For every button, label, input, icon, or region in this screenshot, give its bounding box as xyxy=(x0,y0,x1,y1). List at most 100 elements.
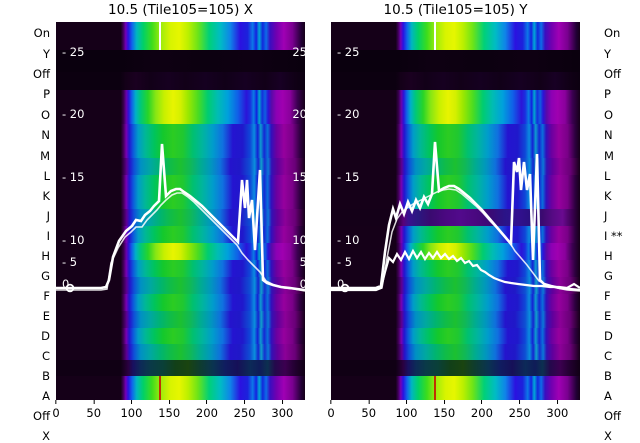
x-tick-mark xyxy=(168,400,170,404)
x-tick-right-2: 100 xyxy=(395,400,417,420)
x-tick-label: 300 xyxy=(546,406,569,420)
x-tick-mark xyxy=(206,400,208,404)
dipole-label-r-7: L xyxy=(604,169,611,183)
heatmap-panel-y[interactable]: - 25 - 20 - 15 - 10 - 5 0 xyxy=(331,22,580,400)
x-tick-label: 100 xyxy=(120,406,143,420)
spectrum-curve-y-shadow xyxy=(331,188,580,292)
dipole-label-l-15: D xyxy=(41,329,50,343)
inner-ytick-y-l-3: - 10 xyxy=(337,233,360,247)
heatmap-bands-y xyxy=(331,22,580,400)
heat-row-i xyxy=(56,209,305,226)
heat-row-o xyxy=(56,107,305,124)
heatmap-panel-x[interactable]: - 25 - 20 - 15 - 10 - 5 0 25 20 15 10 5 … xyxy=(56,22,305,400)
dipole-label-l-19: Off xyxy=(33,409,50,423)
heat-row-h xyxy=(56,226,305,243)
dipole-label-r-18: A xyxy=(604,389,612,403)
overlay-curves-y xyxy=(331,22,580,400)
dipole-label-r-14: E xyxy=(604,309,612,323)
inner-ytick-l-5: 0 xyxy=(62,277,70,291)
x-tick-right-1: 50 xyxy=(361,400,376,420)
heat-row-o-y xyxy=(331,107,580,124)
inner-ytick-l-0: - 25 xyxy=(62,45,85,59)
heat-row-on-top xyxy=(56,22,305,50)
x-tick-left-4: 200 xyxy=(196,400,218,420)
inner-ytick-l-3: - 10 xyxy=(62,233,85,247)
x-tick-label: 150 xyxy=(433,406,456,420)
heat-row-m-y xyxy=(331,141,580,158)
inner-ytick-r-3: 10 xyxy=(292,233,305,247)
heat-row-off-top-y xyxy=(331,72,580,90)
inner-ytick-l-2: - 15 xyxy=(62,170,85,184)
dipole-label-r-6: M xyxy=(604,149,614,163)
dipole-label-r-1: Y xyxy=(604,47,612,61)
inner-ytick-l-1: - 20 xyxy=(62,107,85,121)
x-tick-left-3: 150 xyxy=(158,400,180,420)
x-tick-label: 100 xyxy=(395,406,418,420)
dipole-label-l-13: F xyxy=(43,289,50,303)
dipole-label-l-18: A xyxy=(42,389,50,403)
x-tick-right-3: 150 xyxy=(433,400,455,420)
inner-ytick-r-1: 20 xyxy=(292,107,305,121)
dipole-label-l-9: J xyxy=(46,209,50,223)
dipole-label-r-15: D xyxy=(604,329,613,343)
dipole-label-r-16: C xyxy=(604,349,613,363)
dipole-label-r-11: H xyxy=(604,249,613,263)
heat-row-b-y xyxy=(331,328,580,344)
panel-title-y: 10.5 (Tile105=105) Y xyxy=(383,2,528,18)
dipole-label-r-13: F xyxy=(604,289,611,303)
x-tick-label: 250 xyxy=(233,406,256,420)
x-tick-label: 150 xyxy=(158,406,181,420)
dipole-label-r-20: X xyxy=(604,429,612,443)
heat-row-m xyxy=(56,141,305,158)
inner-ytick-y-l-4: - 5 xyxy=(337,255,353,269)
heatmap-bands-x xyxy=(56,22,305,400)
dipole-label-l-20: X xyxy=(42,429,50,443)
spectrum-curve-x-shadow xyxy=(56,192,305,292)
x-tick-mark xyxy=(93,400,95,404)
heat-row-f-y xyxy=(331,260,580,277)
inner-ytick-y-l-5: 0 xyxy=(337,277,345,291)
heat-row-g-y xyxy=(331,243,580,260)
dipole-label-r-17: B xyxy=(604,369,612,383)
dipole-label-r-4: O xyxy=(604,108,614,122)
heat-row-off-bot-y xyxy=(331,360,580,376)
heat-row-n xyxy=(56,124,305,141)
dipole-label-r-10: I ** xyxy=(604,229,623,243)
heat-row-on-top-y xyxy=(331,22,580,50)
inner-ytick-r-4: 5 xyxy=(299,255,305,269)
dipole-label-r-3: P xyxy=(604,87,611,101)
x-tick-mark xyxy=(556,400,558,404)
dipole-label-l-14: E xyxy=(42,309,50,323)
curve-origin-marker-y xyxy=(340,283,350,293)
x-tick-mark xyxy=(330,400,332,404)
x-tick-label: 0 xyxy=(52,406,60,420)
heat-row-d-y xyxy=(331,294,580,311)
heat-row-y-y xyxy=(331,50,580,72)
dipole-label-l-10: I xyxy=(46,229,50,243)
heat-row-e xyxy=(56,277,305,294)
heat-row-f xyxy=(56,260,305,277)
heat-row-k-y xyxy=(331,175,580,192)
heat-row-p-y xyxy=(331,90,580,107)
dipole-label-l-8: K xyxy=(42,189,50,203)
dipole-label-r-2: Off xyxy=(604,67,621,81)
heat-row-c xyxy=(56,311,305,328)
heat-row-e-y xyxy=(331,277,580,294)
heat-row-c-y xyxy=(331,311,580,328)
dipole-label-l-11: H xyxy=(41,249,50,263)
dipole-label-l-0: On xyxy=(33,26,50,40)
x-tick-left-6: 300 xyxy=(271,400,293,420)
spectrum-curve-y-upper xyxy=(331,141,580,292)
dipole-label-l-6: M xyxy=(40,149,50,163)
heat-row-y xyxy=(56,50,305,72)
x-tick-label: 300 xyxy=(271,406,294,420)
inner-ytick-r-5: 0 xyxy=(299,277,305,291)
dipole-label-l-12: G xyxy=(41,269,50,283)
spectrum-curve-x xyxy=(56,143,305,292)
dipole-label-l-3: P xyxy=(43,87,50,101)
x-tick-label: 200 xyxy=(470,406,493,420)
dipole-label-l-7: L xyxy=(43,169,50,183)
x-tick-mark xyxy=(244,400,246,404)
inner-ytick-r-2: 15 xyxy=(292,170,305,184)
